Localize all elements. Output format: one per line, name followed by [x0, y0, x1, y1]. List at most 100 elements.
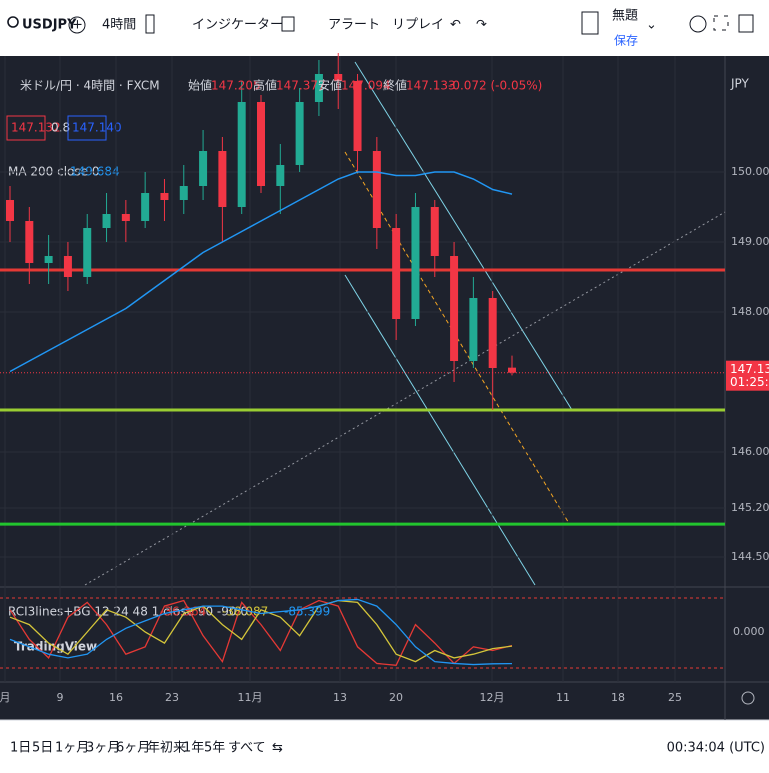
y-tick-label: 146.000	[731, 445, 769, 458]
settings-icon[interactable]	[689, 15, 707, 33]
candle-body	[160, 193, 169, 200]
y-tick-label: 0.000	[733, 625, 765, 638]
x-tick-label: 11	[556, 691, 570, 704]
channel-line[interactable]	[354, 61, 573, 411]
snapshot-icon[interactable]	[738, 14, 754, 33]
candle-body	[121, 214, 130, 221]
alert[interactable]: アラート	[328, 18, 380, 33]
chart-title: 米ドル/円 · 4時間 · FXCM	[20, 79, 160, 93]
range-button[interactable]: 5年	[204, 741, 225, 756]
x-tick-label: 20	[389, 691, 403, 704]
search-icon[interactable]	[7, 16, 19, 28]
add-symbol[interactable]	[68, 16, 86, 34]
range-button[interactable]: 6ヶ月	[116, 741, 150, 756]
y-tick-label: 148.000	[731, 305, 769, 318]
range-button[interactable]: すべて	[228, 741, 266, 756]
x-tick-label: 16	[109, 691, 123, 704]
candle-body	[488, 298, 497, 368]
candle-body	[353, 81, 362, 151]
ohlc-value: 147.205	[211, 79, 261, 93]
candle-body	[102, 214, 111, 228]
indicators[interactable]: インジケーター	[192, 18, 283, 33]
range-button[interactable]: 年初来	[147, 741, 186, 756]
candle-body	[314, 74, 323, 102]
y-tick-label: 144.500	[731, 550, 769, 563]
ohlc-label: 始値	[188, 78, 212, 93]
ohlc-value: 147.094	[341, 79, 391, 93]
layout-icon[interactable]	[581, 11, 599, 35]
ohlc-label: 高値	[253, 78, 277, 93]
ohlc-value: 147.133	[406, 79, 456, 93]
bid[interactable]: 147.132	[11, 121, 61, 135]
ohlc-value: 147.377	[276, 79, 326, 93]
date-range-icon[interactable]: ⇆	[272, 741, 283, 756]
x-tick-label: 25	[668, 691, 682, 704]
ma-line	[9, 171, 513, 373]
chart-bg	[0, 56, 769, 720]
x-tick-label: 月	[0, 691, 11, 704]
candle-body	[392, 228, 401, 319]
candle-body	[179, 186, 188, 200]
candle-body	[372, 151, 381, 228]
range-button[interactable]: 1ヶ月	[55, 741, 89, 756]
channel-line[interactable]	[344, 274, 536, 586]
chevron[interactable]: ⌄	[646, 18, 657, 33]
bottom-bar	[0, 720, 769, 769]
fullscreen-icon[interactable]	[713, 15, 729, 31]
candle-body	[257, 102, 265, 186]
ask-box[interactable]	[67, 115, 107, 141]
rci-value: -38.087	[222, 605, 268, 619]
clock[interactable]: 00:34:04 (UTC)	[667, 741, 765, 756]
y-tick-label: 145.200	[731, 501, 769, 514]
currency[interactable]: JPY	[730, 77, 750, 91]
y-tick-label: 150.000	[731, 165, 769, 178]
candle-body	[199, 151, 208, 186]
candle-body	[430, 207, 439, 256]
price-tag-value: 147.133	[730, 362, 769, 376]
trend-line[interactable]	[84, 211, 726, 586]
settings-icon[interactable]	[741, 691, 755, 705]
undo[interactable]: ↶	[450, 18, 461, 33]
layout-name[interactable]: 無題	[612, 9, 638, 24]
candle-body	[141, 193, 150, 221]
symbol[interactable]: USDJPY	[22, 18, 77, 33]
layout-icon[interactable]	[281, 16, 295, 32]
toolbar	[0, 0, 769, 56]
range-button[interactable]: 1日	[10, 741, 31, 756]
price-tag	[726, 360, 769, 391]
save[interactable]: 保存	[614, 34, 638, 48]
candle-body	[63, 256, 72, 277]
y-tick-label: 149.000	[731, 235, 769, 248]
x-tick-label: 23	[165, 691, 179, 704]
plus: +	[72, 18, 83, 33]
ohlc-label: 終値	[383, 78, 407, 93]
rci-value: -85.399	[284, 605, 330, 619]
candle-body	[411, 207, 420, 319]
x-tick-label: 13	[333, 691, 347, 704]
change: -0.072 (-0.05%)	[448, 79, 542, 93]
x-tick-label: 18	[611, 691, 625, 704]
interval[interactable]: 4時間	[102, 18, 136, 33]
bid-box[interactable]	[6, 115, 46, 141]
candle-body	[469, 298, 478, 361]
candle-body	[6, 200, 14, 221]
candle-body	[334, 74, 343, 81]
candle-body	[44, 256, 53, 263]
ohlc-label: 安値	[318, 78, 342, 93]
x-tick-label: 12月	[480, 691, 505, 704]
candle-body	[218, 151, 227, 207]
spread: 0.8	[51, 121, 70, 135]
redo[interactable]: ↷	[476, 18, 488, 33]
candle-body	[508, 367, 516, 373]
chart-type-icon[interactable]	[145, 14, 155, 34]
rci-line	[9, 599, 513, 666]
candle-body	[83, 228, 92, 277]
replay[interactable]: リプレイ	[392, 18, 444, 33]
ask[interactable]: 147.140	[72, 121, 122, 135]
rci-line	[9, 598, 513, 666]
range-button[interactable]: 5日	[32, 741, 53, 756]
range-button[interactable]: 1年	[183, 741, 204, 756]
range-button[interactable]: 3ヶ月	[86, 741, 120, 756]
